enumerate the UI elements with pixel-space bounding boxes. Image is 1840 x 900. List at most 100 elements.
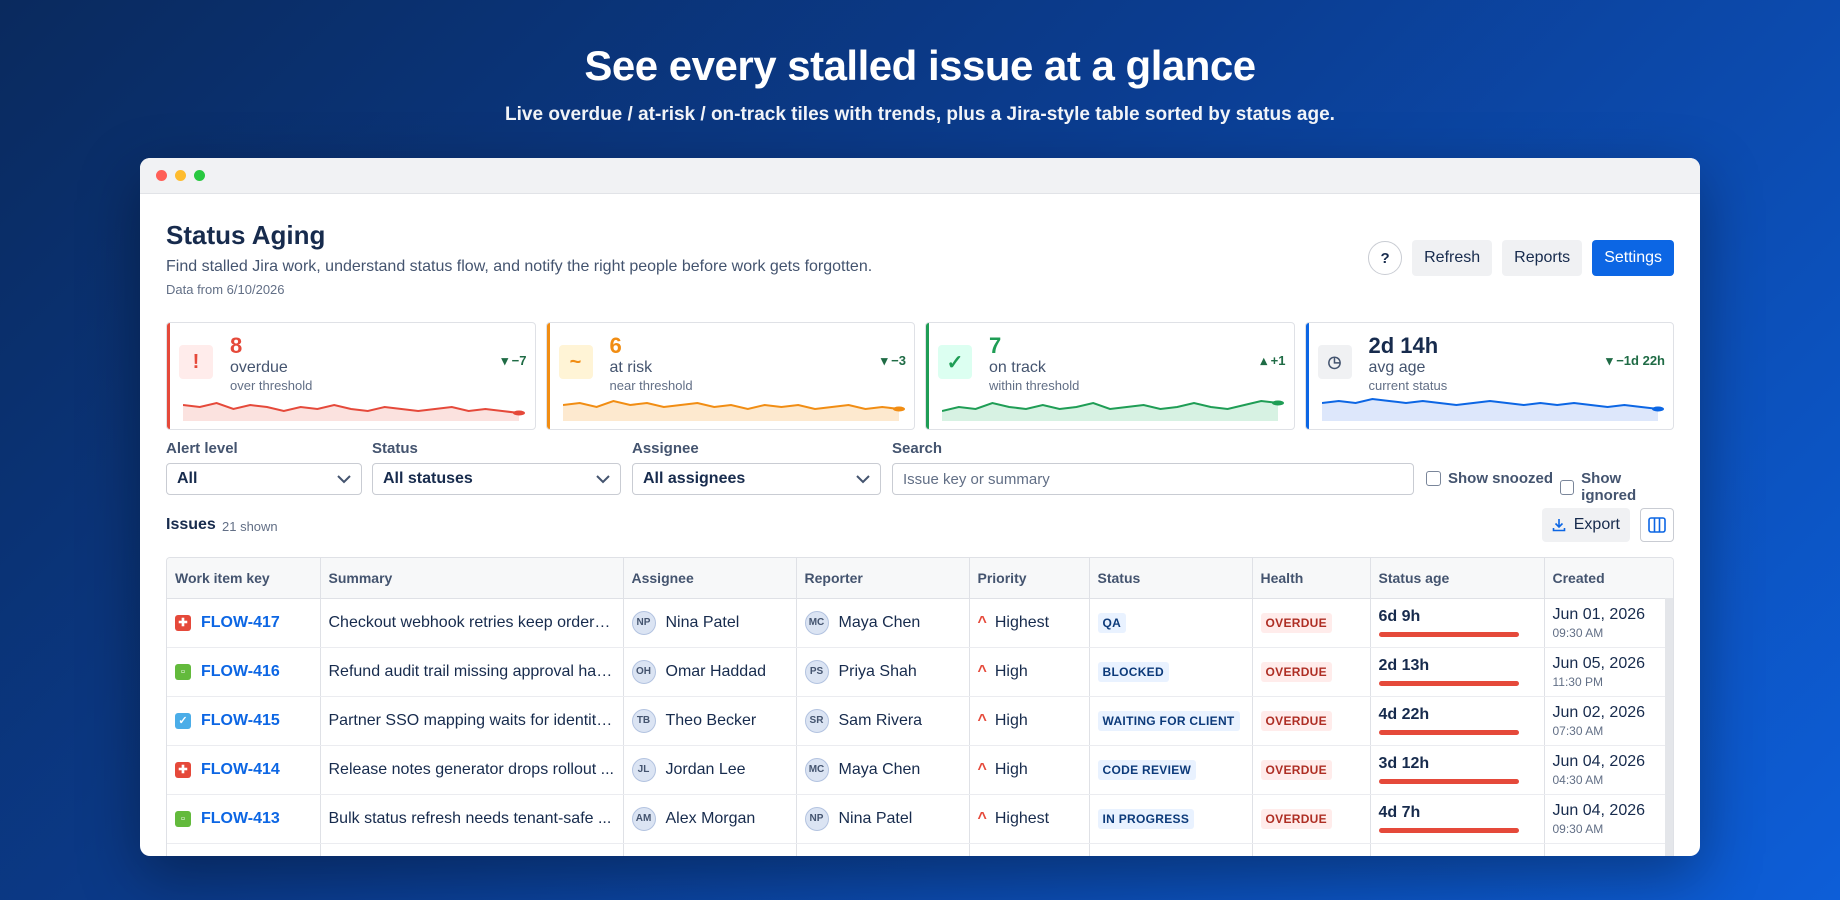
cell-summary[interactable]: Checkout webhook retries keep orders... [320,598,624,648]
issue-key-link[interactable]: FLOW-413 [201,809,280,827]
column-header-status-age[interactable]: Status age [1370,558,1545,599]
tile-accent-bar [167,323,170,429]
priority-label: High [994,760,1028,778]
cell-empty [1089,843,1253,856]
avatar: MC [804,610,829,635]
refresh-button[interactable]: Refresh [1412,240,1493,276]
column-settings-button[interactable] [1640,508,1674,542]
column-header-health[interactable]: Health [1252,558,1371,599]
column-header-key[interactable]: Work item key [167,558,321,599]
tile-at-risk[interactable]: ~ 6 at risk near threshold ▾ −3 [545,322,915,430]
checkbox-box[interactable] [1560,479,1575,495]
cell-summary[interactable]: Bulk status refresh needs tenant-safe ..… [320,794,624,844]
export-button[interactable]: Export [1541,508,1630,542]
minimize-window-button[interactable] [175,170,186,181]
search-input[interactable]: Issue key or summary [892,463,1414,495]
tile-overdue[interactable]: ! 8 overdue over threshold ▾ −7 [166,322,536,430]
clock-icon: ◷ [1317,345,1352,379]
reporter-wrapper: SR Sam Rivera [804,708,961,733]
issue-key-link[interactable]: FLOW-415 [201,711,280,729]
assignee-label: Assignee [632,440,699,457]
table-row[interactable]: ▫ FLOW-416 Refund audit trail missing appr… [167,647,1673,697]
status-select[interactable]: All statuses [372,463,621,495]
sparkline-line [942,399,1279,412]
reporter-wrapper: MC Maya Chen [804,610,961,635]
page-content: Status Aging Find stalled Jira work, und… [166,194,1674,856]
column-header-priority[interactable]: Priority [969,558,1090,599]
cell-empty [1370,843,1545,856]
issues-header: Issues 21 shown Export [166,508,1674,544]
cell-priority: ^ High [969,745,1090,795]
table-row[interactable]: ✚ FLOW-414 Release notes generator drops r… [167,745,1673,795]
tile-accent-bar [926,323,929,429]
cell-summary[interactable]: Partner SSO mapping waits for identity..… [320,696,624,746]
assignee-wrapper: TB Theo Becker [631,708,788,733]
table-row[interactable]: ✚ FLOW-417 Checkout webhook retries keep o… [167,598,1673,648]
cell-reporter: MC Maya Chen [796,745,970,795]
table-scrollbar[interactable] [1665,598,1673,856]
show-ignored-checkbox[interactable]: Show ignored [1560,470,1674,504]
avatar: AM [631,806,656,831]
assignee-name: Nina Patel [665,613,740,631]
table-row[interactable] [167,843,1673,856]
cell-reporter: SR Sam Rivera [796,696,970,746]
priority-wrapper: ^ Highest [978,810,1081,828]
created-date: Jun 01, 2026 [1552,605,1646,623]
sparkline-area [1321,399,1658,421]
settings-button[interactable]: Settings [1592,240,1674,276]
priority-wrapper: ^ High [978,663,1081,681]
tile-value: 6 [609,333,622,358]
cell-created: Jun 05, 2026 11:30 PM [1544,647,1673,697]
search-label: Search [892,440,943,457]
help-button[interactable]: ? [1368,241,1403,275]
cell-status: BLOCKED [1089,647,1253,697]
assignee-select[interactable]: All assignees [632,463,881,495]
tile-sublabel: current status [1368,378,1448,393]
health-badge: OVERDUE [1260,661,1332,682]
sparkline-line [1321,397,1658,410]
page-title: Status Aging [166,220,326,250]
close-window-button[interactable] [156,170,167,181]
avatar: PS [804,659,829,684]
cell-empty [969,843,1090,856]
status-age-value: 2d 13h [1378,657,1430,674]
cell-summary[interactable]: Refund audit trail missing approval han.… [320,647,624,697]
cell-priority: ^ Highest [969,598,1090,648]
story-icon: ▫ [175,810,191,827]
column-header-reporter[interactable]: Reporter [796,558,970,599]
column-header-summary[interactable]: Summary [320,558,624,599]
checkbox-box[interactable] [1426,471,1441,486]
column-header-status[interactable]: Status [1089,558,1253,599]
cell-created: Jun 04, 2026 04:30 AM [1544,745,1673,795]
reports-button[interactable]: Reports [1502,240,1583,276]
maximize-window-button[interactable] [194,170,205,181]
sparkline-line [183,401,520,414]
cell-summary[interactable]: Release notes generator drops rollout ..… [320,745,624,795]
tile-avg-age[interactable]: ◷ 2d 14h avg age current status ▾ −1d 22… [1304,322,1674,430]
tile-label: at risk [609,359,653,376]
assignee-wrapper: AM Alex Morgan [631,806,788,831]
table-row[interactable]: ▫ FLOW-413 Bulk status refresh needs tenan… [167,794,1673,844]
chevron-down-icon [856,474,870,483]
issue-key-link[interactable]: FLOW-414 [201,760,280,778]
story-icon: ▫ [175,663,191,680]
tile-on-track[interactable]: ✓ 7 on track within threshold ▴ +1 [925,322,1295,430]
column-header-created[interactable]: Created [1544,558,1673,599]
status-age-bar [1378,730,1519,735]
cell-health: OVERDUE [1252,598,1371,648]
reporter-name: Priya Shah [838,662,917,680]
tile-trend: ▾ −3 [881,353,906,368]
sparkline-endpoint [1651,406,1664,412]
cell-created: Jun 04, 2026 09:30 AM [1544,794,1673,844]
issue-key-link[interactable]: FLOW-416 [201,662,280,680]
column-header-assignee[interactable]: Assignee [623,558,797,599]
table-row[interactable]: ✓ FLOW-415 Partner SSO mapping waits for i… [167,696,1673,746]
issue-key-link[interactable]: FLOW-417 [201,613,280,631]
status-age-bar [1378,828,1519,833]
avatar: NP [631,610,656,635]
issues-count: 21 shown [222,519,278,534]
alert-level-select[interactable]: All [166,463,362,495]
tile-value: 8 [230,333,243,358]
show-snoozed-checkbox[interactable]: Show snoozed [1426,470,1553,487]
filter-bar: Alert level All Status All statuses Assi… [166,440,1674,504]
